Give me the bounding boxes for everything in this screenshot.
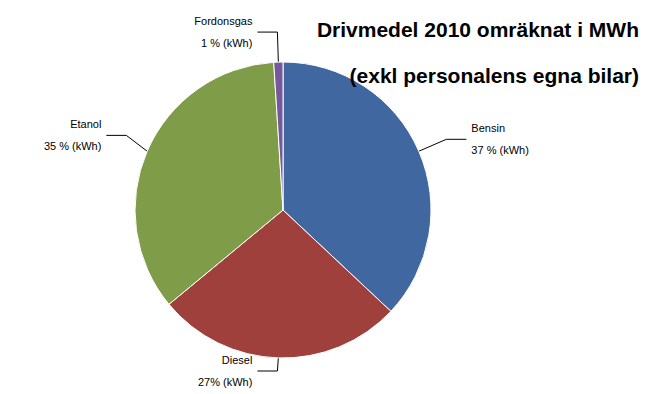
svg-text:Bensin: Bensin — [471, 122, 505, 134]
svg-text:27% (kWh): 27% (kWh) — [198, 376, 252, 388]
svg-text:1 % (kWh): 1 % (kWh) — [201, 37, 252, 49]
svg-text:35 % (kWh): 35 % (kWh) — [44, 140, 101, 152]
svg-text:Fordonsgas: Fordonsgas — [194, 15, 253, 27]
svg-text:(exkl personalens egna bilar): (exkl personalens egna bilar) — [350, 64, 639, 87]
svg-text:37 % (kWh): 37 % (kWh) — [471, 144, 528, 156]
svg-text:Diesel: Diesel — [222, 354, 253, 366]
svg-text:Etanol: Etanol — [70, 118, 101, 130]
svg-text:Drivmedel 2010 omräknat i MWh: Drivmedel 2010 omräknat i MWh — [317, 18, 639, 41]
